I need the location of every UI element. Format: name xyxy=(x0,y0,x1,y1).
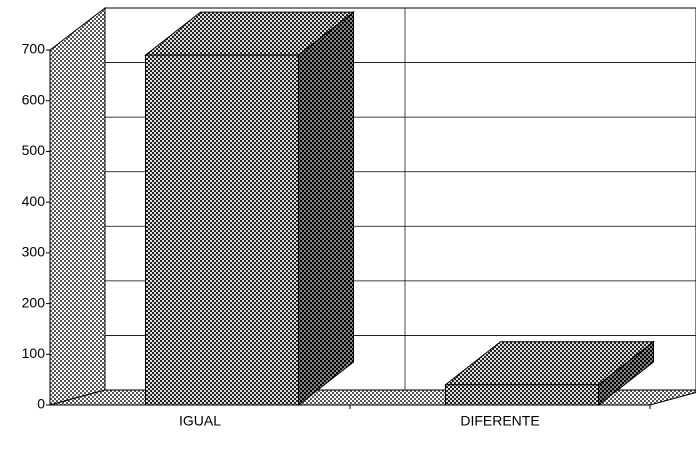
bar xyxy=(145,54,299,406)
y-tick-label: 700 xyxy=(22,41,46,57)
x-tick-label: IGUAL xyxy=(179,413,221,429)
y-tick-label: 200 xyxy=(22,294,46,310)
y-tick-label: 500 xyxy=(22,142,46,158)
y-tick-label: 400 xyxy=(22,193,46,209)
y-tick-label: 600 xyxy=(22,91,46,107)
y-tick-label: 300 xyxy=(22,244,46,260)
side-wall xyxy=(49,6,106,406)
bar xyxy=(445,384,599,406)
x-tick-label: DIFERENTE xyxy=(460,413,539,429)
y-tick-label: 0 xyxy=(37,396,45,412)
y-tick-label: 100 xyxy=(22,345,46,361)
bar-side xyxy=(298,11,354,407)
